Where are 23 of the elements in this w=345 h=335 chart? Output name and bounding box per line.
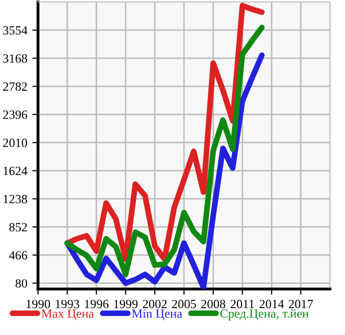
x-tick-label: 1996 [85, 300, 109, 308]
y-tick-label: 2396 [3, 110, 28, 119]
x-tick-label: 1990 [26, 300, 50, 308]
y-tick-label: 3168 [3, 54, 28, 63]
x-tick-label: 2008 [201, 300, 226, 308]
x-tick-label: 2002 [142, 300, 167, 308]
legend-label: Сред.Цена, т.йен [220, 309, 309, 320]
x-tick-label: 2005 [172, 300, 196, 308]
y-tick-label: 466 [9, 251, 28, 260]
y-tick-label: 1238 [4, 194, 28, 204]
y-tick-label: 2010 [3, 138, 28, 148]
y-tick-label: 3554 [3, 26, 28, 35]
legend-label: Min Цена [132, 309, 182, 320]
x-tick-label: 2014 [260, 300, 284, 308]
x-tick-label: 1993 [56, 300, 80, 308]
y-tick-label: 80 [16, 279, 28, 288]
x-tick-label: 2011 [230, 300, 254, 308]
y-tick-label: 2782 [3, 82, 27, 91]
x-tick-label: 1999 [114, 300, 138, 308]
y-tick-label: 1624 [4, 166, 28, 176]
legend-label: Max Цена [42, 309, 94, 320]
y-tick-label: 852 [9, 222, 27, 232]
x-tick-label: 2017 [288, 300, 313, 308]
